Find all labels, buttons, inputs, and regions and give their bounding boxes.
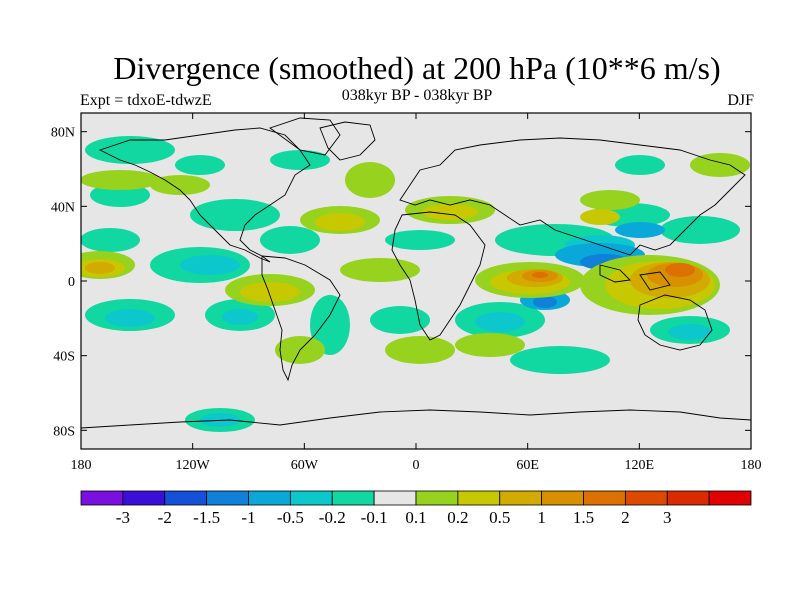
lat-tick-label: 80N: [51, 126, 75, 141]
colorbar-swatch: [164, 490, 208, 506]
colorbar-label: 3: [663, 508, 672, 527]
map-panel: 80N 40N 0 40S 80S 180 120W 60W 0 60E 120E 180: [51, 112, 762, 473]
lat-tick-label: 40N: [51, 200, 75, 215]
colorbar-swatch: [289, 490, 333, 506]
colorbar-label: -0.2: [319, 508, 346, 527]
colorbar-swatch: [331, 490, 375, 506]
colorbar-swatch: [624, 490, 668, 506]
lon-tick-label: 0: [413, 458, 420, 473]
longitude-axis: 180 120W 60W 0 60E 120E 180: [71, 113, 762, 473]
colorbar-label: -0.5: [277, 508, 304, 527]
colorbar-swatch: [666, 490, 710, 506]
colorbar-label: 1.5: [573, 508, 594, 527]
divergence-field: [81, 136, 750, 432]
colorbar-swatch: [122, 490, 166, 506]
colorbar-swatch: [708, 490, 752, 506]
colorbar-label: -2: [158, 508, 172, 527]
lon-tick-label: 180: [71, 458, 92, 473]
colorbar-swatch: [248, 490, 291, 506]
lon-tick-label: 120E: [625, 458, 655, 473]
experiment-label: Expt = tdxoE-tdwzE: [80, 92, 212, 109]
colorbar-swatch: [499, 490, 543, 506]
colorbar: -3 -2 -1.5 -1 -0.5 -0.2 -0.1 0.1 0.2 0.5 1 1.5 2 3: [80, 490, 752, 527]
colorbar-swatch: [206, 490, 249, 506]
plot-subtitle: 038kyr BP - 038kyr BP: [341, 87, 493, 104]
lat-tick-label: 40S: [53, 350, 75, 365]
colorbar-label: 0.1: [405, 508, 426, 527]
colorbar-label: -1.5: [193, 508, 220, 527]
colorbar-label: 1: [537, 508, 546, 527]
colorbar-swatch: [457, 490, 501, 506]
colorbar-label: 2: [621, 508, 630, 527]
colorbar-swatch: [415, 490, 459, 506]
colorbar-swatch: [541, 490, 584, 506]
coastlines: [81, 117, 751, 429]
lon-tick-label: 60E: [516, 458, 539, 473]
colorbar-label: -1: [241, 508, 255, 527]
lon-tick-label: 180: [741, 458, 762, 473]
colorbar-label: -0.1: [361, 508, 388, 527]
colorbar-label: 0.2: [447, 508, 468, 527]
season-label: DJF: [727, 92, 754, 109]
lon-tick-label: 120W: [176, 458, 211, 473]
lon-tick-label: 60W: [291, 458, 319, 473]
colorbar-label: 0.5: [489, 508, 510, 527]
colorbar-swatch: [583, 490, 626, 506]
plot-title: Divergence (smoothed) at 200 hPa (10**6 …: [113, 50, 721, 86]
lat-tick-label: 80S: [53, 424, 75, 439]
colorbar-label: -3: [116, 508, 130, 527]
colorbar-swatch: [373, 490, 417, 506]
colorbar-swatch: [80, 490, 124, 506]
latitude-axis: 80N 40N 0 40S 80S: [51, 126, 751, 439]
lat-tick-label: 0: [68, 275, 75, 290]
